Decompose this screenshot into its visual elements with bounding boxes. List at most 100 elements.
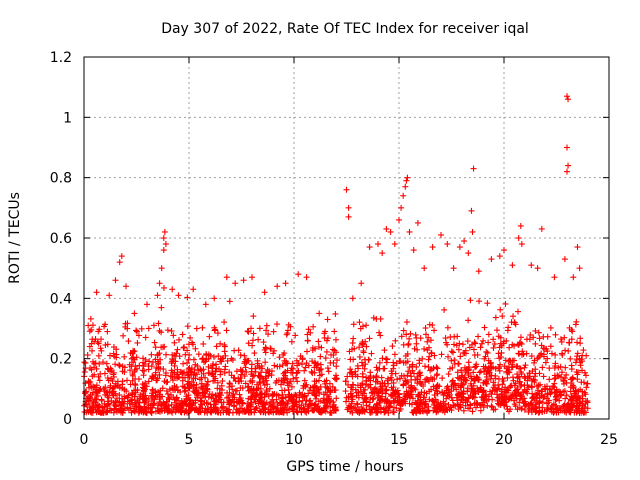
data-point	[470, 369, 477, 376]
data-point	[408, 391, 415, 398]
data-point	[546, 386, 553, 393]
data-point	[223, 394, 230, 401]
data-point	[333, 363, 340, 370]
data-point	[174, 371, 181, 378]
data-point	[301, 392, 308, 399]
data-point	[260, 400, 267, 407]
data-point	[438, 231, 444, 238]
data-point	[349, 295, 356, 302]
data-point	[543, 408, 550, 415]
data-point	[371, 390, 378, 397]
data-point	[236, 409, 243, 416]
data-point	[539, 388, 546, 395]
data-point	[419, 355, 426, 362]
data-point	[480, 363, 487, 370]
data-point	[194, 371, 201, 378]
data-point	[566, 407, 573, 414]
data-point	[497, 361, 504, 368]
data-point	[389, 392, 396, 399]
data-point	[476, 369, 483, 376]
data-point	[202, 358, 209, 365]
data-point	[421, 394, 428, 401]
data-point	[303, 381, 310, 388]
data-point	[454, 374, 461, 381]
data-point	[407, 330, 414, 337]
data-point	[185, 366, 192, 373]
data-point	[565, 347, 572, 354]
data-point	[400, 327, 407, 334]
data-point	[568, 393, 575, 400]
data-point	[568, 362, 575, 369]
data-point	[434, 388, 441, 395]
data-point	[468, 382, 475, 389]
data-point	[233, 368, 240, 375]
data-point	[180, 360, 187, 367]
data-point	[171, 362, 178, 369]
data-point	[179, 383, 186, 390]
data-point	[518, 340, 525, 347]
data-point	[359, 373, 366, 380]
data-point	[376, 399, 383, 406]
data-point	[547, 324, 554, 331]
data-point	[260, 409, 267, 416]
data-point	[287, 323, 294, 330]
data-point	[110, 373, 117, 380]
data-point	[176, 400, 183, 407]
data-point	[485, 357, 492, 364]
data-point	[505, 387, 512, 394]
data-point	[183, 369, 190, 376]
data-point	[564, 144, 570, 151]
data-point	[360, 390, 367, 397]
data-point	[306, 398, 313, 405]
data-point	[475, 376, 482, 383]
data-point	[217, 340, 224, 347]
data-point	[529, 384, 536, 391]
data-point	[242, 380, 249, 387]
data-point	[558, 391, 565, 398]
data-point	[581, 369, 588, 376]
data-point	[301, 377, 308, 384]
data-point	[154, 351, 161, 358]
data-point	[305, 408, 312, 415]
data-point	[379, 250, 386, 257]
data-point	[538, 225, 545, 232]
data-point	[115, 361, 122, 368]
data-point	[551, 365, 558, 372]
data-point	[248, 400, 255, 407]
data-point	[309, 344, 316, 351]
data-point	[493, 391, 500, 398]
data-point	[198, 380, 205, 387]
data-point	[192, 361, 199, 368]
data-point	[253, 404, 260, 411]
data-point	[368, 406, 375, 413]
data-point	[414, 401, 421, 408]
data-point	[511, 401, 518, 408]
data-point	[139, 381, 146, 388]
data-point	[360, 399, 367, 406]
data-point	[317, 353, 324, 360]
data-point	[457, 353, 464, 360]
data-point	[331, 387, 338, 394]
data-point	[169, 358, 176, 365]
data-point	[144, 301, 150, 308]
data-point	[496, 367, 503, 374]
data-point	[497, 340, 504, 347]
data-point	[324, 384, 331, 391]
data-point	[389, 343, 396, 350]
data-point	[343, 186, 350, 193]
data-point	[514, 308, 521, 315]
data-point	[462, 350, 469, 357]
data-point	[110, 388, 117, 395]
data-point	[381, 409, 388, 416]
data-point	[416, 357, 423, 364]
data-point	[156, 327, 163, 334]
data-point	[377, 404, 384, 411]
data-point	[96, 388, 103, 395]
data-point	[515, 390, 522, 397]
data-point	[180, 344, 187, 351]
data-point	[183, 393, 190, 400]
data-point	[188, 339, 195, 346]
data-point	[562, 347, 569, 354]
data-point	[532, 370, 539, 377]
data-point	[391, 241, 398, 248]
